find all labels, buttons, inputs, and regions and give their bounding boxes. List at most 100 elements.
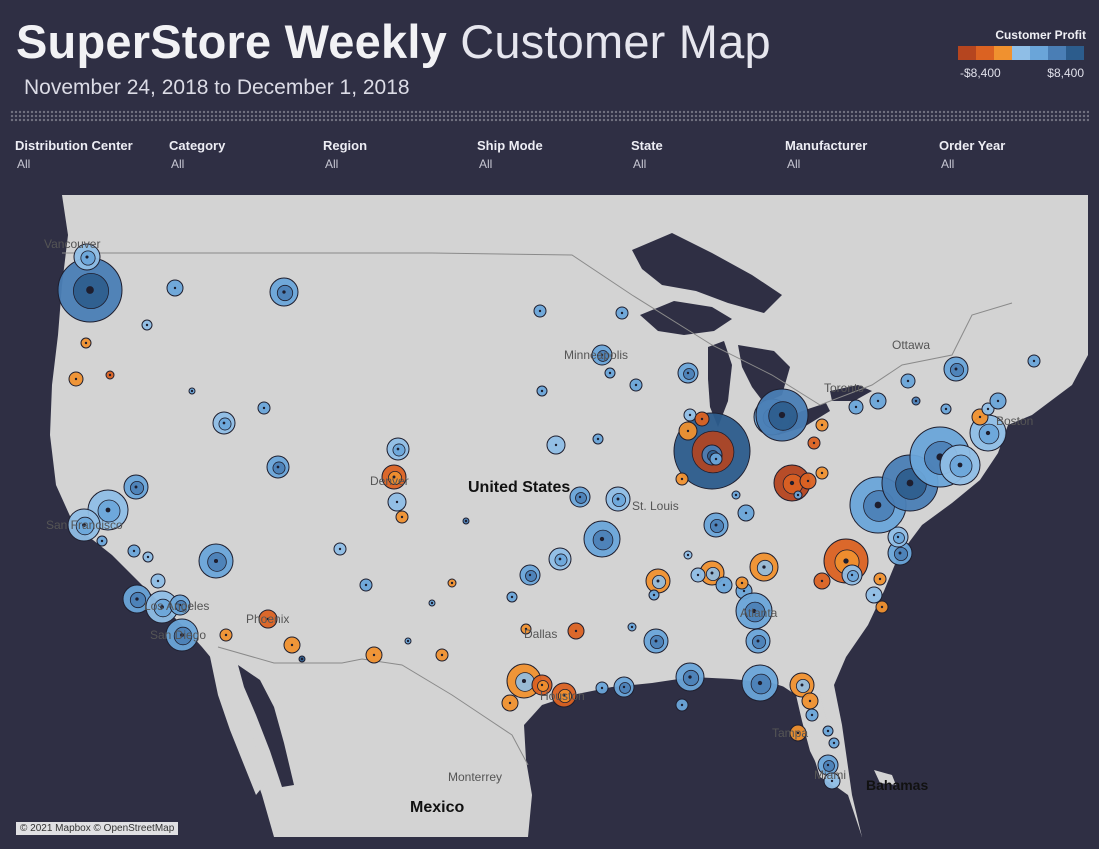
customer-bubble[interactable] [755,388,809,442]
customer-bubble[interactable] [735,576,749,590]
customer-bubble[interactable] [648,589,660,601]
customer-bubble[interactable] [519,564,541,586]
customer-bubble[interactable] [801,692,819,710]
filter-manufacturer[interactable]: Manufacturer All [785,138,935,178]
customer-bubble[interactable] [169,594,191,616]
customer-bubble[interactable] [269,277,299,307]
customer-bubble[interactable] [981,402,995,416]
customer-bubble[interactable] [73,243,101,271]
customer-bubble[interactable] [805,708,819,722]
customer-bubble[interactable] [150,573,166,589]
customer-bubble[interactable] [675,662,705,692]
customer-bubble[interactable] [807,436,821,450]
filter-value[interactable]: All [325,157,339,171]
customer-bubble[interactable] [257,401,271,415]
customer-bubble[interactable] [683,408,697,422]
customer-bubble[interactable] [105,370,115,380]
customer-bubble[interactable] [715,576,733,594]
filter-value[interactable]: All [171,157,185,171]
customer-bubble[interactable] [873,572,887,586]
customer-bubble[interactable] [875,600,889,614]
filter-value[interactable]: All [479,157,493,171]
customer-bubble[interactable] [462,517,470,525]
customer-bubble[interactable] [613,676,635,698]
customer-bubble[interactable] [188,387,196,395]
customer-bubble[interactable] [694,411,710,427]
customer-bubble[interactable] [219,628,233,642]
customer-bubble[interactable] [435,648,449,662]
filter-value[interactable]: All [633,157,647,171]
customer-bubble[interactable] [735,592,773,630]
filter-order-year[interactable]: Order Year All [939,138,1089,178]
customer-bubble[interactable] [989,392,1007,410]
filter-ship-mode[interactable]: Ship Mode All [477,138,627,178]
customer-bubble[interactable] [80,337,92,349]
customer-bubble[interactable] [709,452,723,466]
customer-bubble[interactable] [731,490,741,500]
customer-bubble[interactable] [68,371,84,387]
customer-bubble[interactable] [365,646,383,664]
customer-bubble[interactable] [741,664,779,702]
customer-bubble[interactable] [165,618,199,652]
customer-bubble[interactable] [745,628,771,654]
customer-bubble[interactable] [67,508,101,542]
customer-bubble[interactable] [789,672,815,698]
customer-bubble[interactable] [749,552,779,582]
map-attribution[interactable]: © 2021 Mapbox © OpenStreetMap [16,822,179,835]
customer-bubble[interactable] [57,257,123,323]
customer-bubble[interactable] [675,472,689,486]
customer-bubble[interactable] [141,319,153,331]
customer-bubble[interactable] [447,578,457,588]
customer-bubble[interactable] [395,510,409,524]
customer-bubble[interactable] [822,725,834,737]
customer-bubble[interactable] [615,306,629,320]
customer-bubble[interactable] [943,356,969,382]
customer-bubble[interactable] [548,547,572,571]
customer-bubble[interactable] [142,551,154,563]
customer-bubble[interactable] [266,455,290,479]
customer-bubble[interactable] [123,474,149,500]
customer-bubble[interactable] [298,655,306,663]
customer-map[interactable]: Vancouver Ottawa Toronto Minneapolis Den… [12,195,1088,837]
customer-bubble[interactable] [533,304,547,318]
customer-bubble[interactable] [793,490,803,500]
customer-bubble[interactable] [900,373,916,389]
customer-bubble[interactable] [569,486,591,508]
customer-bubble[interactable] [198,543,234,579]
customer-bubble[interactable] [815,466,829,480]
customer-bubble[interactable] [506,663,542,699]
map-canvas[interactable] [12,195,1088,837]
customer-bubble[interactable] [428,599,436,607]
customer-bubble[interactable] [683,550,693,560]
customer-bubble[interactable] [678,421,698,441]
customer-bubble[interactable] [799,472,817,490]
customer-bubble[interactable] [645,568,671,594]
customer-bubble[interactable] [283,636,301,654]
customer-bubble[interactable] [258,609,278,629]
customer-bubble[interactable] [887,526,909,548]
customer-bubble[interactable] [675,698,689,712]
customer-bubble[interactable] [212,411,236,435]
customer-bubble[interactable] [887,540,913,566]
customer-bubble[interactable] [381,464,407,490]
customer-bubble[interactable] [848,399,864,415]
customer-bubble[interactable] [546,435,566,455]
filter-region[interactable]: Region All [323,138,473,178]
customer-bubble[interactable] [359,578,373,592]
customer-bubble[interactable] [813,572,831,590]
customer-bubble[interactable] [869,392,887,410]
customer-bubble[interactable] [531,674,553,696]
customer-bubble[interactable] [643,628,669,654]
customer-bubble[interactable] [506,591,518,603]
customer-bubble[interactable] [789,724,807,742]
filter-category[interactable]: Category All [169,138,319,178]
customer-bubble[interactable] [605,486,631,512]
customer-bubble[interactable] [865,586,883,604]
customer-bubble[interactable] [520,623,532,635]
customer-bubble[interactable] [841,564,863,586]
customer-bubble[interactable] [817,754,839,776]
customer-bubble[interactable] [583,520,621,558]
customer-bubble[interactable] [595,681,609,695]
customer-bubble[interactable] [551,682,577,708]
customer-bubble[interactable] [911,396,921,406]
